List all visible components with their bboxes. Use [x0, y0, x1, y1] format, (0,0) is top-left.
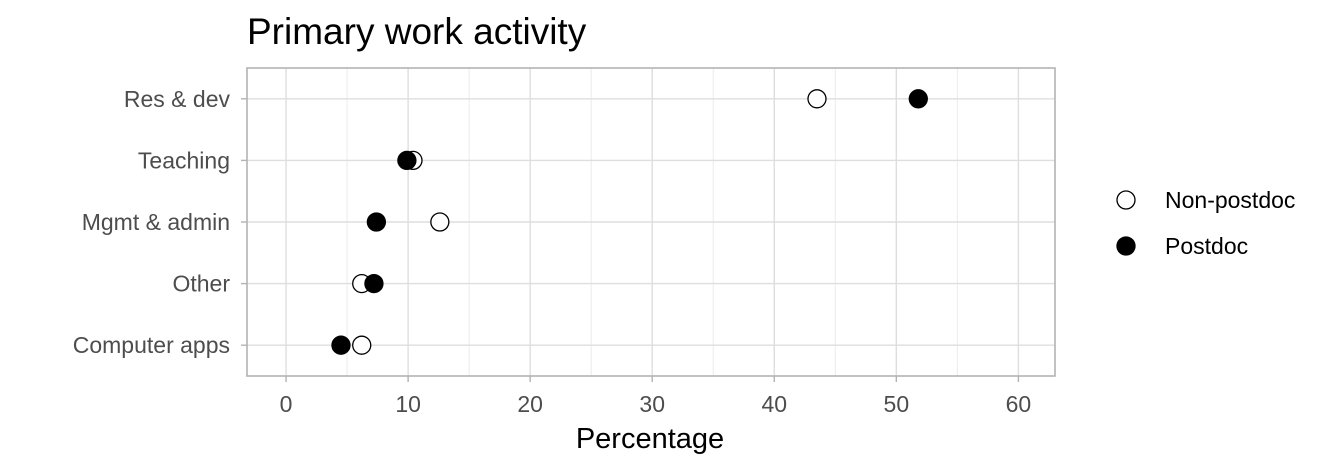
chart-title: Primary work activity [247, 11, 587, 52]
postdoc-point [364, 273, 384, 294]
x-tick-label: 50 [884, 391, 910, 417]
legend-key-non-postdoc [1116, 190, 1136, 210]
legend-key-postdoc [1116, 236, 1136, 256]
x-axis-title: Percentage [576, 423, 724, 455]
postdoc-point [397, 150, 417, 171]
y-axis: Res & dev Teaching Mgmt & admin Other Comput… [73, 86, 247, 358]
y-tick-label: Mgmt & admin [82, 209, 230, 235]
legend-label-non-postdoc: Non-postdoc [1165, 187, 1295, 213]
y-tick-label: Computer apps [73, 332, 230, 358]
non-postdoc-point [352, 335, 372, 355]
y-tick-label: Res & dev [124, 86, 231, 112]
x-tick-label: 60 [1006, 391, 1032, 417]
legend: Non-postdoc Postdoc [1116, 187, 1295, 259]
x-tick-label: 40 [761, 391, 787, 417]
postdoc-point [331, 335, 351, 355]
data-points [331, 89, 928, 355]
non-postdoc-point [807, 89, 827, 109]
x-tick-label: 30 [639, 391, 665, 417]
legend-label-postdoc: Postdoc [1165, 233, 1248, 259]
x-tick-label: 20 [517, 391, 543, 417]
x-tick-label: 10 [395, 391, 421, 417]
non-postdoc-point [430, 212, 450, 232]
y-tick-label: Other [172, 271, 230, 297]
x-axis: 0 10 20 30 40 50 60 [280, 376, 1032, 417]
x-tick-label: 0 [280, 391, 293, 417]
postdoc-point [908, 89, 928, 109]
y-tick-label: Teaching [138, 147, 230, 173]
postdoc-point [366, 212, 387, 232]
